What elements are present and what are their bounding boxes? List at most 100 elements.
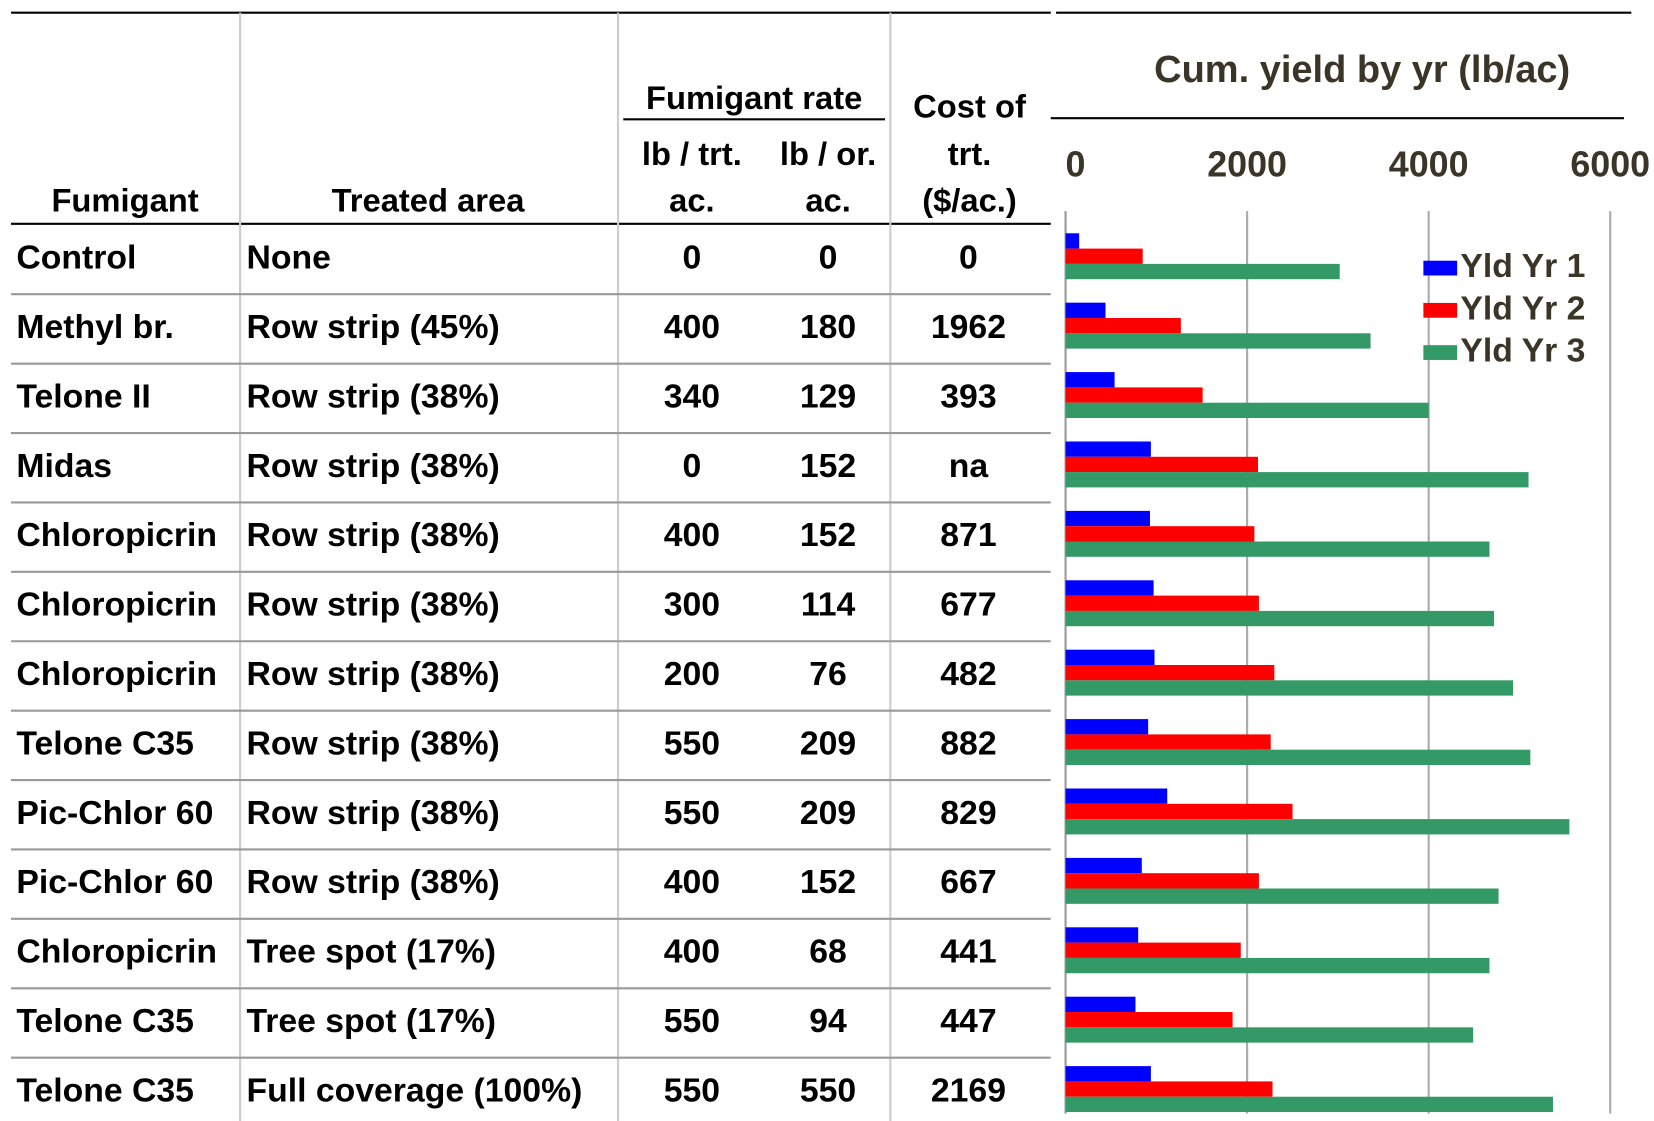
- bar: [1065, 595, 1259, 611]
- cell: 400: [664, 863, 720, 901]
- bar: [1065, 649, 1155, 665]
- bar: [1065, 472, 1529, 488]
- cell: na: [949, 447, 989, 485]
- cell: Row strip (38%): [246, 655, 499, 693]
- cell: 0: [682, 239, 701, 277]
- header: lb / or.: [780, 135, 876, 172]
- header: ac.: [669, 181, 714, 218]
- cell: 550: [664, 1002, 720, 1040]
- bar: [1065, 1096, 1554, 1113]
- cell: 209: [800, 794, 856, 832]
- cell: 0: [959, 239, 978, 277]
- legend-swatch: [1423, 260, 1458, 276]
- cell: 94: [809, 1002, 847, 1040]
- cell: 76: [809, 655, 847, 693]
- legend-swatch: [1423, 345, 1458, 360]
- bar: [1065, 942, 1241, 958]
- cell: Tree spot (17%): [246, 933, 496, 971]
- cell: 0: [682, 447, 701, 485]
- cell: 829: [940, 794, 996, 832]
- cell: 667: [940, 863, 996, 901]
- bar: [1065, 1081, 1273, 1097]
- legend-label: Yld Yr 1: [1460, 247, 1585, 285]
- cell: 393: [940, 377, 996, 415]
- cell: 114: [801, 586, 856, 624]
- bar: [1065, 803, 1293, 820]
- bar: [1065, 510, 1150, 527]
- cell: Row strip (38%): [246, 586, 499, 624]
- cell: 550: [664, 1071, 720, 1109]
- cell: 300: [664, 586, 720, 624]
- bar: [1065, 680, 1514, 696]
- cell: Telone C35: [16, 724, 194, 762]
- bar: [1065, 333, 1371, 349]
- bar: [1065, 402, 1429, 418]
- bar: [1065, 1066, 1151, 1082]
- cell: Control: [16, 239, 136, 277]
- header: lb / trt.: [642, 135, 742, 172]
- cell: Chloropicrin: [16, 586, 217, 624]
- cell: Pic-Chlor 60: [16, 794, 213, 832]
- cell: Midas: [16, 447, 112, 485]
- bar: [1065, 580, 1154, 596]
- cell: 447: [940, 1002, 996, 1040]
- cell: Full coverage (100%): [246, 1071, 582, 1109]
- cell: Chloropicrin: [16, 516, 217, 554]
- cell: 0: [819, 239, 838, 277]
- legend-label: Yld Yr 3: [1460, 331, 1585, 369]
- cell: Telone C35: [16, 1002, 194, 1040]
- table-frame: [11, 11, 1632, 1121]
- cell: None: [246, 239, 330, 277]
- cell: 550: [800, 1071, 856, 1109]
- bar: [1065, 734, 1271, 750]
- cell: Telone II: [16, 377, 150, 415]
- cell: 550: [664, 724, 720, 762]
- legend-label: Yld Yr 2: [1460, 289, 1585, 327]
- bar: [1065, 749, 1531, 766]
- bar: [1065, 1027, 1474, 1043]
- bar: [1065, 788, 1168, 804]
- bar: [1065, 387, 1203, 403]
- header: Treated area: [332, 181, 526, 218]
- bar: [1065, 610, 1495, 627]
- cell: 209: [800, 724, 856, 762]
- bar: [1065, 665, 1275, 681]
- bar: [1065, 927, 1139, 943]
- cell: 200: [664, 655, 720, 693]
- bar: [1065, 248, 1143, 264]
- cell: Row strip (45%): [246, 308, 499, 346]
- bar: [1065, 857, 1142, 874]
- cell: Chloropicrin: [16, 933, 217, 971]
- cell: 482: [940, 655, 996, 693]
- legend-swatch: [1423, 302, 1458, 318]
- cell: 152: [800, 447, 856, 485]
- cell: 340: [664, 377, 720, 415]
- header: Fumigant rate: [646, 79, 862, 116]
- cell: Row strip (38%): [246, 794, 499, 832]
- cell: 2169: [931, 1071, 1006, 1109]
- header: trt.: [948, 135, 992, 172]
- x-tick-label: 4000: [1389, 144, 1469, 184]
- cell: 400: [664, 308, 720, 346]
- header: Cost of: [913, 87, 1026, 124]
- bar: [1065, 541, 1490, 557]
- cell: Pic-Chlor 60: [16, 863, 213, 901]
- cell: Methyl br.: [16, 308, 174, 346]
- cell: Row strip (38%): [246, 863, 499, 901]
- cell: Row strip (38%): [246, 724, 499, 762]
- bar: [1065, 302, 1106, 318]
- bar: [1065, 526, 1255, 542]
- bar: [1065, 317, 1181, 334]
- cell: 68: [809, 933, 847, 971]
- cell: 677: [940, 586, 996, 624]
- cell: 871: [940, 516, 996, 554]
- chart-title: Cum. yield by yr (lb/ac): [1154, 49, 1570, 91]
- bar: [1065, 888, 1499, 904]
- cell: 400: [664, 516, 720, 554]
- bar: [1065, 873, 1259, 889]
- cell: Row strip (38%): [246, 516, 499, 554]
- bar: [1065, 263, 1340, 280]
- bar: [1065, 233, 1080, 249]
